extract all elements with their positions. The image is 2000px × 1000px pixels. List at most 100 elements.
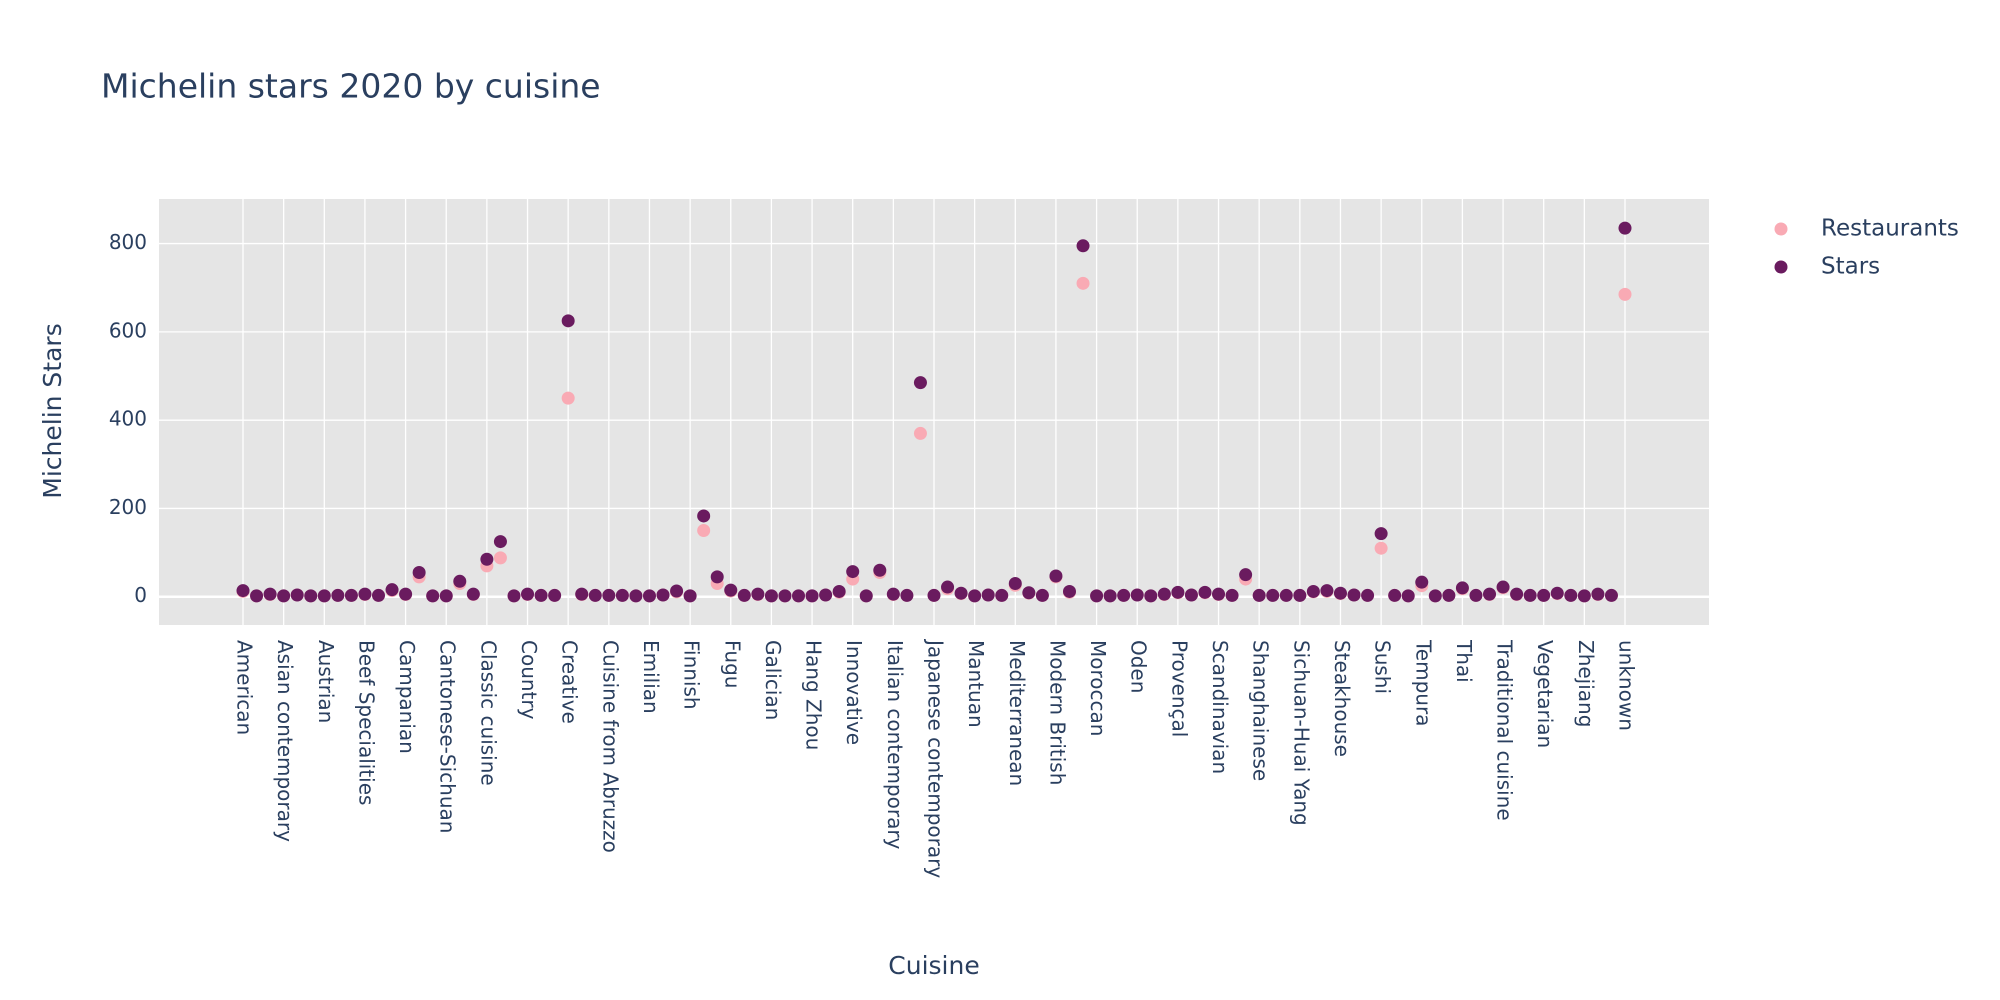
data-point	[697, 509, 711, 523]
data-point	[670, 584, 684, 598]
data-point	[1062, 584, 1076, 598]
data-point	[1469, 588, 1483, 602]
data-point	[846, 565, 860, 579]
data-point	[697, 524, 711, 538]
data-point	[1266, 588, 1280, 602]
x-tick-label: Zhejiang	[1574, 640, 1598, 727]
data-point	[1049, 569, 1063, 583]
x-tick-label: Sushi	[1371, 640, 1395, 694]
data-point	[873, 563, 887, 577]
legend-marker	[1774, 260, 1788, 274]
data-point	[642, 589, 656, 603]
x-tick-label: Country	[517, 640, 541, 720]
data-point	[480, 552, 494, 566]
data-point	[1388, 588, 1402, 602]
data-point	[832, 584, 846, 598]
x-tick-label: Creative	[558, 640, 582, 724]
data-point	[737, 588, 751, 602]
data-point	[290, 588, 304, 602]
x-tick-label: unknown	[1614, 640, 1638, 731]
data-point	[1361, 588, 1375, 602]
data-point	[1320, 584, 1334, 598]
data-point	[724, 583, 738, 597]
data-point	[1618, 287, 1632, 301]
data-point	[792, 589, 806, 603]
data-point	[561, 391, 575, 405]
x-tick-label: Campanian	[395, 640, 419, 754]
x-tick-label: Traditional cuisine	[1493, 639, 1517, 821]
legend-label: Restaurants	[1821, 216, 1959, 242]
data-point	[778, 589, 792, 603]
data-point	[493, 551, 507, 565]
data-point	[1144, 589, 1158, 603]
data-point	[751, 587, 765, 601]
data-point	[575, 587, 589, 601]
data-point	[277, 589, 291, 603]
x-tick-label: American	[233, 640, 257, 735]
data-point	[1184, 588, 1198, 602]
x-tick-label: Hang Zhou	[802, 640, 826, 750]
x-tick-label: Galician	[761, 640, 785, 720]
data-point	[1076, 239, 1090, 253]
data-point	[1483, 587, 1497, 601]
data-point	[1157, 587, 1171, 601]
data-point	[1401, 589, 1415, 603]
x-tick-label: Oden	[1127, 640, 1151, 693]
data-point	[453, 574, 467, 588]
data-point	[426, 589, 440, 603]
data-point	[358, 587, 372, 601]
data-point	[602, 588, 616, 602]
data-point	[1090, 589, 1104, 603]
data-point	[615, 588, 629, 602]
x-tick-label: Vegetarian	[1533, 640, 1557, 748]
data-point	[1022, 586, 1036, 600]
data-point	[548, 588, 562, 602]
data-point	[412, 565, 426, 579]
x-tick-label: Mediterranean	[1005, 640, 1029, 786]
data-point	[764, 589, 778, 603]
x-tick-label: Thai	[1452, 639, 1476, 683]
data-point	[250, 589, 264, 603]
data-point	[1523, 588, 1537, 602]
data-point	[1604, 588, 1618, 602]
data-point	[263, 587, 277, 601]
data-point	[913, 426, 927, 440]
data-point	[900, 588, 914, 602]
data-point	[1333, 586, 1347, 600]
x-tick-label: Emilian	[639, 640, 663, 714]
data-point	[1076, 276, 1090, 290]
data-point	[968, 589, 982, 603]
data-point	[1455, 581, 1469, 595]
data-point	[588, 588, 602, 602]
x-tick-label: Finnish	[680, 640, 704, 710]
data-point	[819, 588, 833, 602]
data-point	[927, 588, 941, 602]
data-point	[331, 588, 345, 602]
data-point	[1035, 588, 1049, 602]
legend-label: Stars	[1821, 254, 1880, 280]
y-tick-label: 800	[109, 230, 147, 254]
x-tick-label: Japanese contemporary	[924, 638, 948, 878]
data-point	[1496, 580, 1510, 594]
x-tick-label: Modern British	[1045, 640, 1069, 785]
data-point	[1103, 589, 1117, 603]
data-point	[1171, 585, 1185, 599]
data-point	[534, 588, 548, 602]
data-point	[304, 589, 318, 603]
data-point	[710, 570, 724, 584]
x-tick-label: Fugu	[720, 640, 744, 688]
data-point	[466, 587, 480, 601]
data-point	[913, 376, 927, 390]
data-point	[1212, 587, 1226, 601]
data-point	[1130, 588, 1144, 602]
x-tick-label: Sichuan-Huai Yang	[1289, 640, 1313, 826]
x-tick-label: Shanghainese	[1249, 640, 1273, 781]
data-point	[1577, 589, 1591, 603]
data-point	[1415, 575, 1429, 589]
data-point	[1591, 587, 1605, 601]
x-tick-label: Scandinavian	[1208, 640, 1232, 774]
data-point	[1279, 588, 1293, 602]
data-point	[1252, 588, 1266, 602]
data-point	[954, 586, 968, 600]
